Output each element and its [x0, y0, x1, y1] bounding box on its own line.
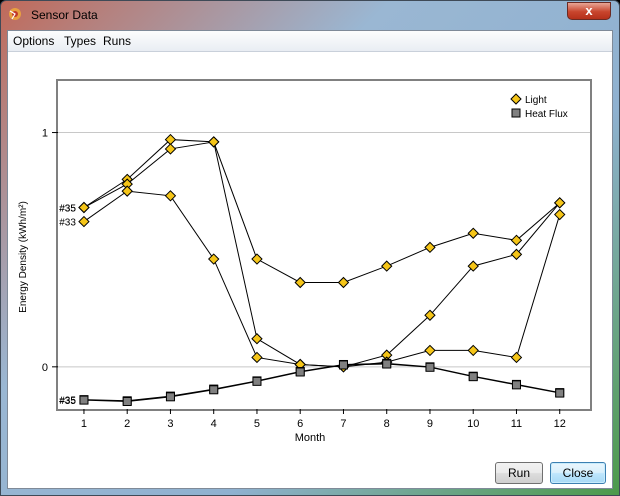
light-marker	[78, 201, 90, 214]
x-tick-label: 9	[427, 418, 433, 430]
heat-flux-marker	[555, 388, 565, 398]
series-line	[83, 363, 560, 403]
light-marker	[424, 344, 436, 357]
series: #35#35#33#35#35	[59, 133, 566, 407]
heat-flux-marker	[511, 380, 521, 390]
run-label: #35	[59, 204, 76, 215]
run-label: #35	[59, 204, 76, 215]
light-marker	[251, 351, 263, 364]
x-axis-label: Month	[295, 432, 326, 444]
heat-flux-marker	[382, 359, 392, 369]
menu-bar: Options Types Runs	[8, 31, 612, 52]
axes: 011 2 3 4 5 6 7 8 9 10 11 12	[42, 128, 566, 430]
heat-flux-marker	[209, 385, 219, 395]
run-label: #35	[59, 396, 76, 407]
light-marker	[381, 260, 393, 272]
light-marker	[164, 190, 177, 202]
x-tick-label: 5	[254, 418, 260, 430]
run-label: #33	[59, 218, 76, 229]
legend-heat-flux-marker	[511, 108, 521, 118]
heat-flux-marker	[252, 376, 262, 386]
x-tick-label: 6	[297, 418, 303, 430]
legend-light-marker	[510, 93, 522, 105]
light-marker	[337, 276, 350, 289]
close-button[interactable]: Close	[550, 462, 606, 484]
light-marker	[510, 234, 523, 247]
light-marker	[78, 215, 90, 228]
x-tick-label: 12	[554, 418, 566, 430]
series-line	[83, 141, 561, 368]
y-tick-label: 1	[42, 128, 48, 140]
heat-flux-marker	[338, 360, 348, 370]
heat-flux-marker	[425, 362, 435, 372]
light-marker	[424, 309, 436, 321]
y-tick-label: 0	[42, 362, 48, 374]
heat-flux-marker	[79, 395, 89, 405]
run-label: #35	[59, 396, 76, 407]
light-marker	[554, 208, 566, 221]
x-tick-label: 8	[384, 418, 390, 430]
x-tick-label: 10	[467, 418, 479, 430]
light-marker	[121, 185, 133, 197]
series-line	[83, 190, 561, 368]
x-tick-label: 3	[167, 418, 173, 430]
light-marker	[251, 333, 263, 345]
client-area: Options Types Runs 0 1 1 2 3 4 5 6 7 8 9 10 11 12 #35…	[7, 30, 613, 489]
x-tick-label: 2	[124, 418, 130, 430]
window-title: Sensor Data	[31, 8, 98, 22]
light-marker	[467, 227, 479, 239]
energy-density-chart: 011 2 3 4 5 6 7 8 9 10 11 12 #35#35#33#35#35 LightH…	[18, 93, 590, 444]
menu-types[interactable]: Types	[64, 34, 97, 48]
light-marker	[207, 253, 220, 265]
series-line	[83, 139, 561, 283]
light-marker	[510, 351, 523, 364]
light-marker	[164, 143, 177, 155]
x-tick-label: 11	[511, 418, 522, 430]
light-marker	[510, 248, 523, 261]
light-marker	[424, 241, 436, 254]
legend: Light Heat Flux	[510, 93, 568, 120]
title-bar[interactable]: Sensor Data x	[1, 1, 619, 29]
light-marker	[294, 276, 306, 289]
x-tick-label: 4	[211, 418, 217, 430]
light-marker	[554, 197, 566, 209]
light-marker	[251, 253, 263, 265]
light-marker	[467, 344, 479, 357]
legend-heat-flux-label: Heat Flux	[525, 109, 568, 120]
run-button[interactable]: Run	[495, 462, 543, 484]
light-marker	[207, 136, 220, 148]
menu-options[interactable]: Options	[13, 34, 55, 48]
heat-flux-marker	[122, 397, 132, 407]
heat-flux-marker	[468, 372, 478, 382]
light-marker	[467, 260, 479, 272]
heat-flux-marker	[295, 367, 305, 377]
x-tick-label: 1	[81, 418, 87, 430]
legend-light-label: Light	[525, 95, 547, 106]
y-axis-label: Energy Density (kWh/m²)	[18, 201, 29, 313]
menu-runs[interactable]: Runs	[103, 34, 132, 48]
grid-lines	[58, 132, 590, 368]
close-icon[interactable]: x	[567, 2, 611, 20]
heat-flux-marker	[165, 392, 175, 402]
x-tick-label: 7	[340, 418, 346, 430]
app-icon	[9, 8, 21, 20]
